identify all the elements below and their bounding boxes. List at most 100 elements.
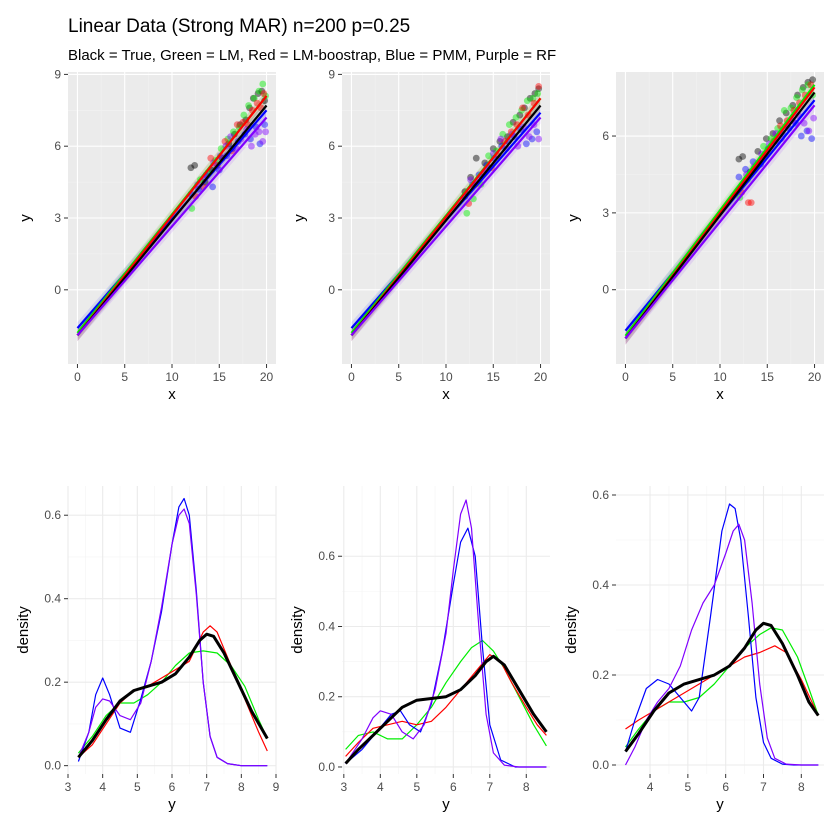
y-tick-label: 3	[328, 211, 335, 225]
x-tick-label: 4	[99, 780, 106, 794]
x-tick-label: 10	[713, 370, 727, 384]
plot-area	[624, 76, 817, 345]
point-lm_bootstrap	[260, 90, 268, 97]
point-true	[496, 138, 504, 145]
x-tick-label: 6	[722, 780, 729, 794]
x-tick-label: 20	[534, 370, 548, 384]
x-tick-label: 3	[65, 780, 72, 794]
point-true	[472, 154, 480, 162]
point-lm_bootstrap	[519, 104, 526, 112]
y-tick-label: 6	[328, 139, 335, 153]
y-tick-label: 0.4	[592, 578, 609, 592]
y-tick-label: 0.2	[44, 675, 61, 689]
plot-area	[344, 499, 548, 768]
x-axis-label: x	[442, 386, 450, 403]
point-lm	[793, 94, 800, 102]
x-tick-label: 10	[439, 370, 453, 384]
point-true	[735, 155, 743, 163]
y-tick-label: 9	[54, 67, 61, 81]
point-lm	[798, 86, 806, 94]
y-axis-label: y	[291, 214, 308, 222]
point-true	[531, 90, 539, 97]
point-lm_bootstrap	[233, 121, 241, 129]
point-lm	[505, 121, 513, 129]
x-axis-label: y	[716, 796, 724, 813]
panel-scatter-2: 0 5 10 15 20 0 3 6 9 x y	[291, 67, 550, 403]
x-tick-label: 8	[238, 780, 245, 794]
x-tick-label: 5	[685, 780, 692, 794]
point-lm	[529, 94, 537, 102]
y-tick-label: 6	[54, 139, 61, 153]
y-tick-label: 3	[602, 206, 609, 220]
y-tick-label: 0.4	[318, 619, 335, 633]
point-true	[794, 91, 801, 99]
panels: 0 5 10 15 20 0 3 6 9 x y 0 5 10 15 20 0 3 6 9 x y 0 5 10 15 20 0 3 6 x…	[15, 67, 824, 813]
point-true	[776, 117, 783, 125]
point-true	[187, 164, 195, 172]
fit-line-rf	[76, 116, 268, 336]
y-tick-label: 9	[328, 67, 335, 81]
x-tick-label: 5	[395, 370, 402, 384]
y-axis-label: density	[289, 606, 306, 654]
point-pmm	[797, 132, 805, 140]
x-tick-label: 6	[450, 780, 457, 794]
y-tick-label: 0.6	[318, 549, 335, 563]
x-tick-label: 15	[487, 370, 501, 384]
point-rf	[255, 128, 263, 136]
plot-area	[77, 497, 269, 767]
point-lm	[245, 102, 252, 109]
point-pmm	[522, 140, 530, 148]
point-rf	[262, 128, 269, 136]
fit-line-true	[76, 104, 268, 336]
point-lm_bootstrap	[221, 138, 229, 145]
fit-line-true	[350, 104, 542, 336]
point-rf	[259, 138, 267, 145]
density-line-rf	[77, 508, 268, 767]
point-lm	[534, 90, 542, 97]
point-true	[191, 161, 199, 169]
y-tick-label: 0.2	[318, 690, 335, 704]
point-lm	[250, 94, 258, 102]
point-rf	[805, 127, 813, 135]
point-true	[754, 148, 762, 155]
x-tick-label: 20	[260, 370, 274, 384]
point-true	[509, 118, 517, 126]
point-true	[521, 104, 528, 112]
density-line-true	[77, 632, 269, 759]
point-true	[535, 85, 543, 93]
x-tick-label: 5	[134, 780, 141, 794]
point-rf	[525, 133, 533, 141]
point-true	[799, 83, 807, 91]
x-tick-label: 0	[622, 370, 629, 384]
point-pmm	[256, 140, 264, 148]
y-tick-label: 0.6	[592, 488, 609, 502]
point-lm	[255, 87, 263, 95]
point-true	[526, 94, 534, 102]
point-lm	[240, 111, 248, 119]
point-true	[769, 130, 777, 137]
x-tick-label: 0	[74, 370, 81, 384]
point-lm_bootstrap	[535, 82, 543, 90]
point-true	[782, 109, 790, 117]
x-tick-label: 20	[808, 370, 822, 384]
figure-title: Linear Data (Strong MAR) n=200 p=0.25	[68, 16, 410, 37]
density-line-true	[344, 654, 548, 765]
point-lm	[804, 81, 812, 89]
y-tick-label: 0.2	[592, 668, 609, 682]
figure-subtitle: Black = True, Green = LM, Red = LM-boost…	[68, 47, 556, 64]
point-lm_bootstrap	[747, 199, 755, 207]
x-tick-label: 5	[121, 370, 128, 384]
x-tick-label: 7	[486, 780, 493, 794]
fit-line-rf	[624, 104, 816, 340]
y-tick-label: 0	[54, 283, 61, 297]
point-pmm	[533, 128, 541, 136]
y-tick-label: 0.4	[44, 592, 61, 606]
point-true	[789, 101, 797, 109]
point-lm	[518, 106, 526, 114]
y-axis-label: density	[563, 606, 580, 654]
point-pmm	[209, 183, 217, 191]
y-axis-label: y	[565, 214, 582, 222]
x-tick-label: 3	[340, 780, 347, 794]
point-lm	[787, 104, 795, 112]
point-true	[258, 87, 266, 95]
